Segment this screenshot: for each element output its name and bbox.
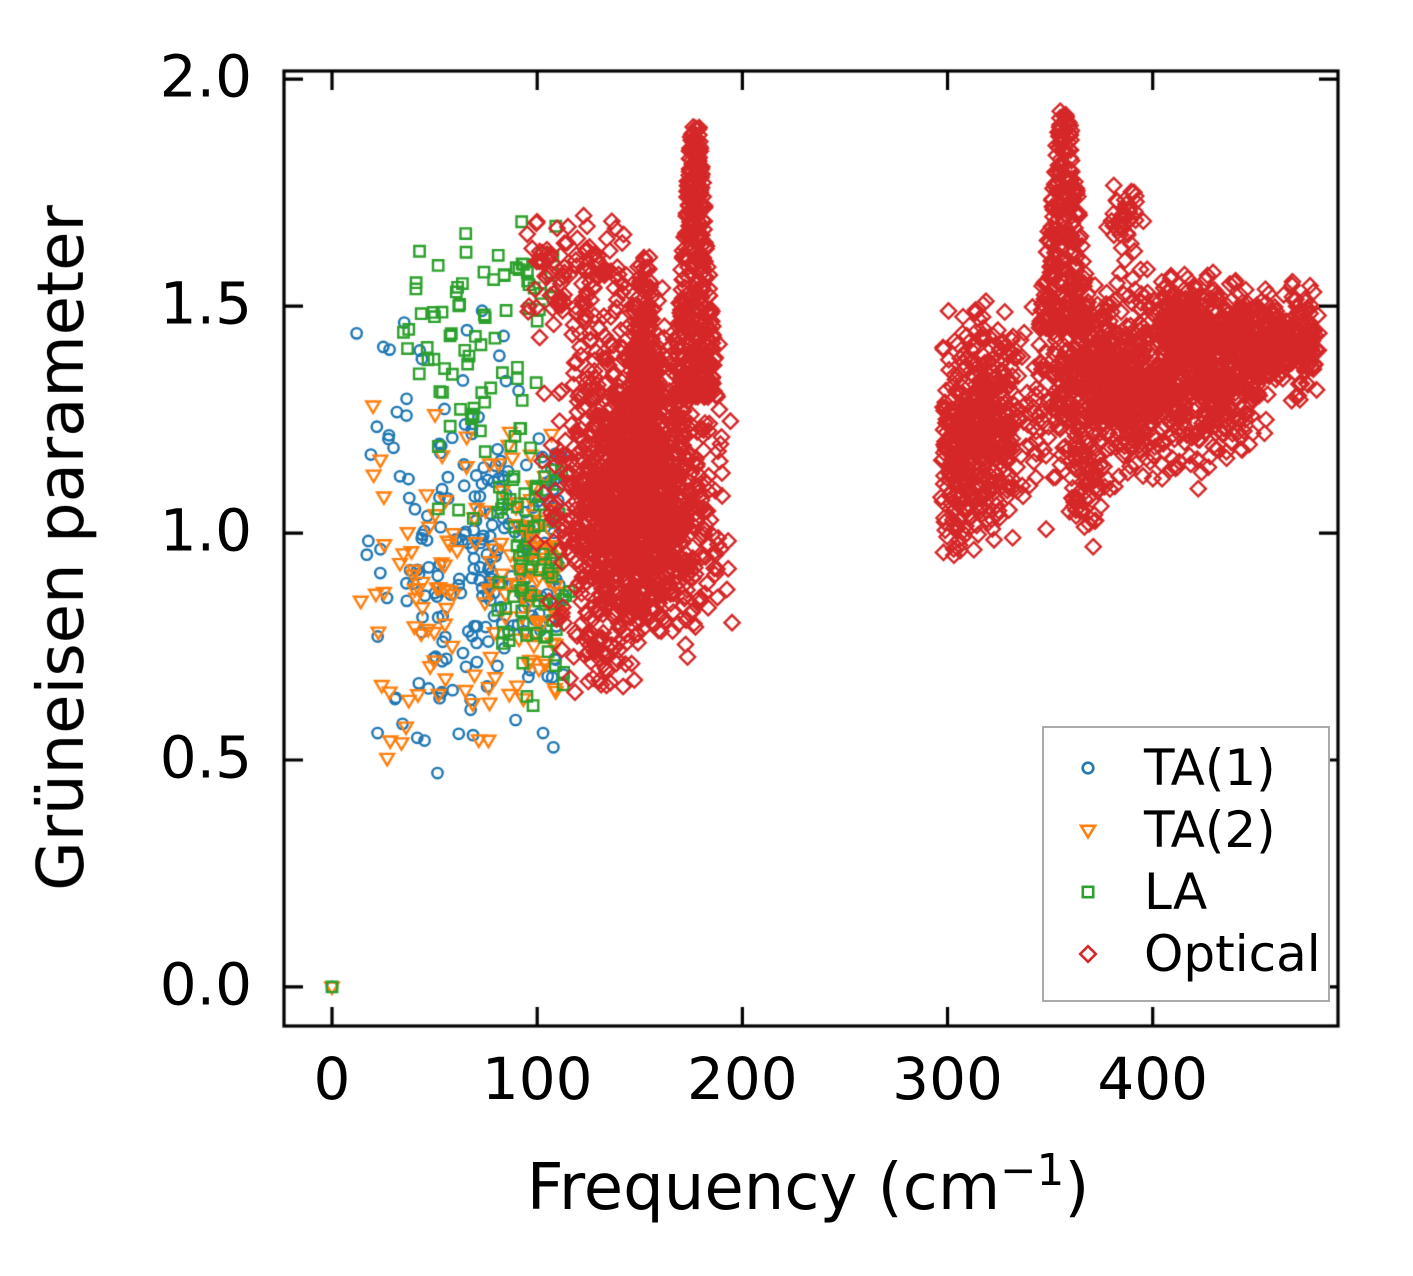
legend-entry-optical: Optical (1044, 923, 1328, 985)
x-axis-label-suffix: ) (1064, 1151, 1090, 1225)
x-tick-label: 200 (687, 1045, 798, 1113)
y-axis-label: Grüneisen parameter (25, 205, 99, 891)
legend-entry-la: LA (1044, 861, 1328, 923)
y-tick-label: 1.5 (159, 269, 252, 338)
x-axis-label-prefix: Frequency (cm (526, 1151, 1001, 1225)
x-axis-label-superscript: −1 (1000, 1146, 1065, 1197)
y-tick-label: 0.0 (159, 950, 252, 1019)
x-tick-label: 400 (1097, 1045, 1209, 1113)
legend-label: TA(2) (1144, 801, 1276, 859)
x-tick-label: 300 (892, 1045, 1003, 1113)
legend-entry-ta1: TA(1) (1044, 737, 1328, 799)
x-tick-label: 0 (313, 1045, 351, 1113)
x-axis-label: Frequency (cm−1) (527, 1149, 1090, 1220)
x-tick-label: 100 (481, 1045, 593, 1113)
diamond-marker-icon (1078, 944, 1098, 964)
triangle-down-marker-icon (1078, 824, 1098, 840)
y-tick-label: 2.0 (159, 42, 252, 111)
legend-entry-ta2: TA(2) (1044, 799, 1328, 861)
legend-label: TA(1) (1144, 739, 1276, 797)
legend: TA(1) TA(2) LA Optical (1042, 726, 1330, 1002)
y-tick-label: 1.0 (159, 496, 252, 565)
legend-label: LA (1144, 863, 1208, 921)
legend-label: Optical (1144, 925, 1321, 983)
y-tick-label: 0.5 (159, 723, 252, 792)
circle-marker-icon (1081, 761, 1095, 775)
square-marker-icon (1081, 885, 1095, 899)
